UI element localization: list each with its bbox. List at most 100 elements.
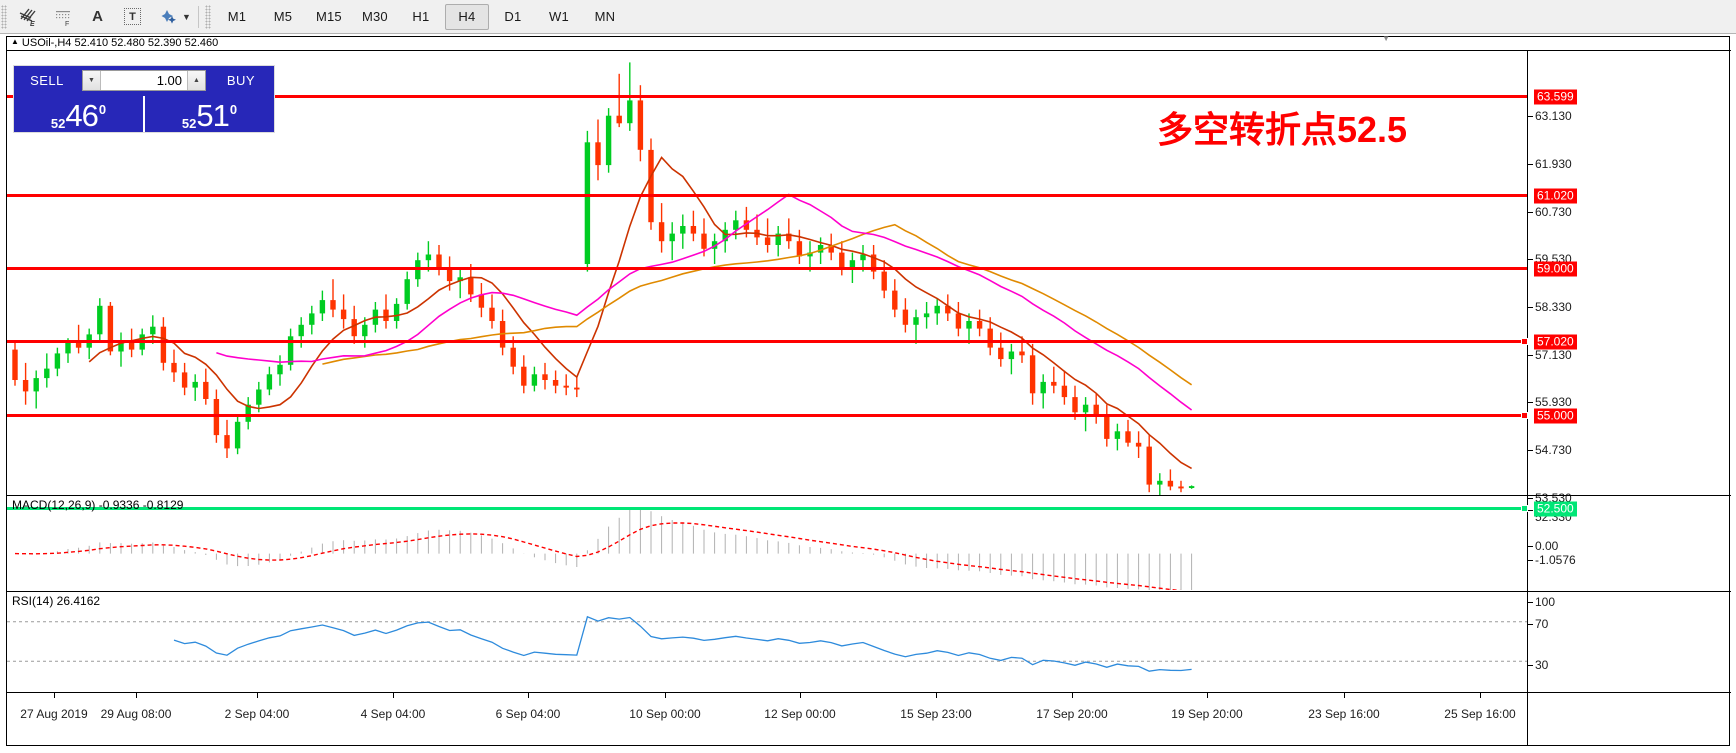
volume-decrement-button[interactable]: ▼ (83, 70, 101, 90)
main-toolbar: E F A (0, 0, 1736, 34)
buy-price-sup: 0 (229, 102, 238, 118)
timeframe-m30[interactable]: M30 (361, 9, 388, 24)
price-tick (1528, 164, 1533, 165)
level-line-55000[interactable] (7, 412, 1528, 419)
timeframe-mn[interactable]: MN (594, 9, 616, 24)
buy-price[interactable]: 52 51 0 (145, 98, 274, 134)
price-level-label-55000[interactable]: 55.000 (1534, 408, 1577, 424)
price-level-label-52500[interactable]: 52.500 (1534, 501, 1577, 517)
rsi-tick-label: 70 (1535, 617, 1549, 631)
time-tick (665, 693, 666, 698)
rsi-tick (1528, 665, 1533, 666)
time-tick-label: 29 Aug 08:00 (100, 707, 172, 721)
time-tick-label: 10 Sep 00:00 (629, 707, 701, 721)
timeframe-d1[interactable]: D1 (504, 9, 522, 24)
price-tick (1528, 259, 1533, 260)
price-tick (1528, 116, 1533, 117)
time-tick (1072, 693, 1073, 698)
indicators-glyph: E (18, 7, 38, 27)
timeframe-m1[interactable]: M1 (227, 9, 247, 24)
timeframe-m15[interactable]: M15 (315, 9, 342, 24)
order-panel-divider (143, 96, 145, 132)
objects-dropdown-caret[interactable]: ▼ (182, 11, 191, 22)
level-line-63599[interactable] (7, 95, 1527, 98)
time-tick-label: 23 Sep 16:00 (1308, 707, 1380, 721)
price-level-label-63599[interactable]: 63.599 (1534, 89, 1577, 105)
chart-expand-icon[interactable]: ▲ (11, 37, 19, 46)
price-tick (1528, 307, 1533, 308)
macd-plot[interactable] (7, 496, 1527, 591)
macd-axis[interactable]: 1.670.00-1.0576 (1527, 496, 1731, 591)
timeframe-h4[interactable]: H4 (444, 3, 489, 30)
symbol-ohlc-line: ▲ USOil-,H4 52.410 52.480 52.390 52.460 (7, 37, 1729, 50)
level-line-52500[interactable] (7, 505, 1528, 512)
indicators-icon[interactable]: E (11, 2, 44, 31)
text-glyph: A (92, 8, 103, 25)
price-tick (1528, 212, 1533, 213)
price-pane: SELL ▼ 1.00 ▲ BUY 52 46 0 (7, 50, 1731, 524)
rsi-plot[interactable] (7, 592, 1527, 692)
price-level-label-59000[interactable]: 59.000 (1534, 261, 1577, 277)
level-line-57020[interactable] (7, 338, 1528, 345)
macd-tick-label: -1.0576 (1535, 553, 1576, 567)
macd-svg (14, 507, 1193, 590)
price-tick-label: 57.130 (1535, 348, 1572, 362)
sell-button[interactable]: SELL (30, 72, 64, 88)
macd-tick (1528, 510, 1533, 511)
chart-annotation-text: 多空转折点52.5 (1157, 109, 1408, 150)
timeframe-w1[interactable]: W1 (548, 9, 569, 24)
rsi-tick (1528, 602, 1533, 603)
symbol-ohlc-text: USOil-,H4 52.410 52.480 52.390 52.460 (21, 37, 219, 49)
time-tick-label: 6 Sep 04:00 (495, 707, 561, 721)
sell-price-sup: 0 (98, 102, 107, 118)
time-tick-label: 12 Sep 00:00 (764, 707, 836, 721)
level-line-59000[interactable] (7, 267, 1527, 270)
price-axis[interactable]: 63.130 61.930 60.730 59.530 58.330 57.130 55.9… (1527, 51, 1731, 524)
price-tick (1528, 355, 1533, 356)
timeframe-m5[interactable]: M5 (273, 9, 293, 24)
time-tick-label: 19 Sep 20:00 (1171, 707, 1243, 721)
grid-icon[interactable]: F (46, 2, 79, 31)
price-tick (1528, 402, 1533, 403)
objects-icon[interactable] (151, 2, 184, 31)
level-anchor-handle[interactable] (1521, 505, 1528, 512)
rsi-tick (1528, 624, 1533, 625)
time-tick-label: 2 Sep 04:00 (224, 707, 290, 721)
sell-price[interactable]: 52 46 0 (14, 98, 143, 134)
level-anchor-handle[interactable] (1521, 338, 1528, 345)
volume-field[interactable]: ▼ 1.00 ▲ (82, 69, 206, 91)
rsi-tick-label: 100 (1535, 595, 1556, 609)
chart-window: ▲ USOil-,H4 52.410 52.480 52.390 52.460 (6, 36, 1731, 746)
price-plot[interactable] (7, 51, 1527, 495)
time-tick (257, 693, 258, 698)
buy-price-big: 51 (196, 98, 229, 134)
macd-tick (1528, 546, 1533, 547)
rsi-pane: RSI(14) 26.4162 100 70 30 (7, 591, 1731, 692)
macd-label: MACD(12,26,9) -0.9336 -0.8129 (12, 498, 184, 512)
price-tick-label: 63.130 (1535, 109, 1572, 123)
volume-value[interactable]: 1.00 (156, 72, 182, 88)
price-tick-label: 54.730 (1535, 443, 1572, 457)
time-tick-label: 25 Sep 16:00 (1444, 707, 1516, 721)
rsi-axis[interactable]: 100 70 30 (1527, 592, 1731, 692)
price-tick-label: 55.930 (1535, 395, 1572, 409)
timeframe-h1[interactable]: H1 (412, 9, 430, 24)
candlestick-svg (12, 62, 1195, 495)
text-icon[interactable]: A (81, 2, 114, 31)
timeframe-group-grip[interactable] (204, 4, 211, 29)
volume-increment-button[interactable]: ▲ (187, 70, 205, 90)
time-tick-label: 27 Aug 2019 (20, 707, 88, 721)
toolbar-grip[interactable] (1, 4, 7, 29)
chart-collapse-caret[interactable]: ▼ (1382, 34, 1390, 43)
time-axis[interactable]: 27 Aug 2019 29 Aug 08:00 2 Sep 04:00 4 Sep … (7, 693, 1527, 746)
price-level-label-61020[interactable]: 61.020 (1534, 188, 1577, 204)
buy-button[interactable]: BUY (226, 72, 256, 88)
price-level-label-57020[interactable]: 57.020 (1534, 334, 1577, 350)
order-panel-prices: 52 46 0 52 51 0 (14, 94, 274, 132)
level-line-61020[interactable] (7, 194, 1527, 197)
price-tick-label: 60.730 (1535, 205, 1572, 219)
level-anchor-handle[interactable] (1521, 412, 1528, 419)
text-label-icon[interactable]: T (116, 2, 149, 31)
time-axis-corner (1527, 693, 1731, 745)
sell-price-big: 46 (65, 98, 98, 134)
